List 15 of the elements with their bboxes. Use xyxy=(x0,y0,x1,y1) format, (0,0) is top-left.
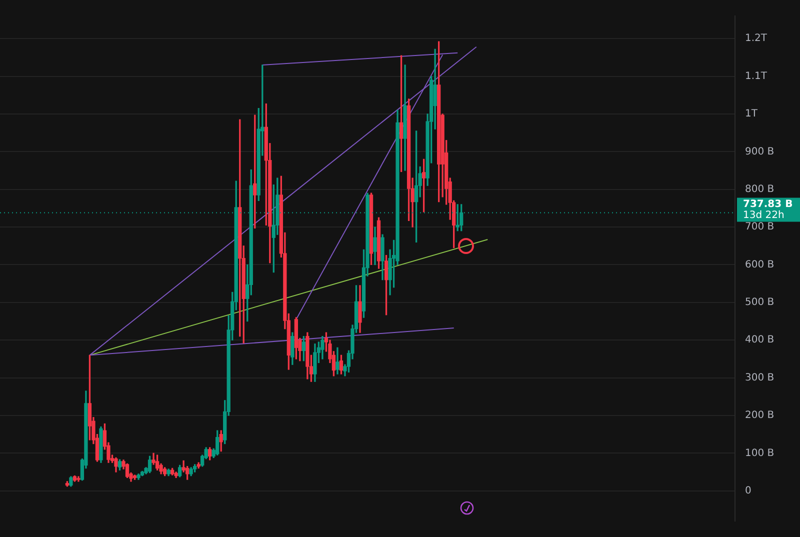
y-tick-label: 1.1T xyxy=(745,70,768,82)
y-tick-label: 1T xyxy=(745,108,758,120)
y-tick-label: 500 B xyxy=(745,297,774,308)
y-tick-label: 100 B xyxy=(745,448,774,459)
y-tick-label: 400 B xyxy=(745,334,774,346)
ref-line-label: 737.83 B xyxy=(743,198,793,210)
y-tick-label: 700 B xyxy=(745,222,774,233)
y-tick-label: 800 B xyxy=(745,184,774,195)
y-tick-label: 0 xyxy=(745,485,752,496)
y-tick-label: 600 B xyxy=(745,259,774,270)
y-tick-label: 200 B xyxy=(745,410,774,422)
y-tick-label: 900 B xyxy=(745,146,774,158)
y-tick-label: 300 B xyxy=(745,372,774,384)
text: 13d 22h xyxy=(743,210,784,221)
y-tick-label: 1.2T xyxy=(745,33,768,44)
